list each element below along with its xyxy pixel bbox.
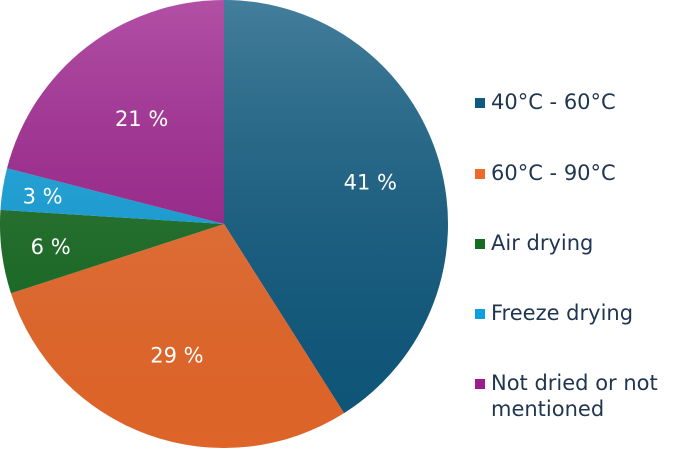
pie-chart: 41 % 29 % 6 % 3 % 21 % bbox=[0, 0, 448, 449]
slice-label: 3 % bbox=[23, 184, 63, 208]
legend-item-freeze-drying: Freeze drying bbox=[475, 300, 633, 326]
legend-swatch-icon bbox=[475, 309, 485, 319]
legend-item-40-60: 40°C - 60°C bbox=[475, 89, 616, 115]
legend-swatch-icon bbox=[475, 239, 485, 249]
legend-swatch-icon bbox=[475, 379, 485, 389]
legend-item-not-dried: Not dried or not mentioned bbox=[475, 370, 685, 422]
legend-item-60-90: 60°C - 90°C bbox=[475, 160, 616, 186]
legend-label: 40°C - 60°C bbox=[491, 90, 616, 114]
legend-label: Not dried or not mentioned bbox=[491, 371, 658, 421]
slice-label: 6 % bbox=[31, 235, 71, 259]
legend-label: Air drying bbox=[491, 231, 594, 255]
slice-label: 21 % bbox=[115, 107, 168, 131]
legend-swatch-icon bbox=[475, 98, 485, 108]
slice-label: 41 % bbox=[344, 171, 397, 195]
legend-label: Freeze drying bbox=[491, 301, 634, 325]
legend-swatch-icon bbox=[475, 169, 485, 179]
legend-label: 60°C - 90°C bbox=[491, 161, 616, 185]
slice-label: 29 % bbox=[150, 344, 203, 368]
legend-item-air-drying: Air drying bbox=[475, 230, 593, 256]
